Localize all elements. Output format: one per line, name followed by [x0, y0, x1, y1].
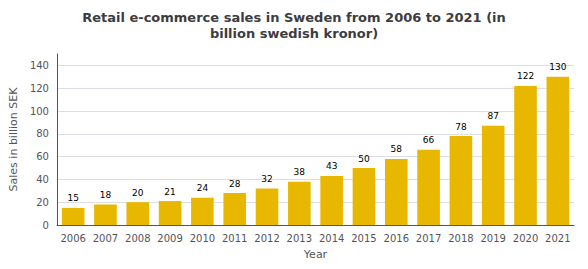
svg-text:2018: 2018: [448, 233, 473, 244]
svg-text:15: 15: [67, 193, 78, 203]
svg-text:66: 66: [423, 135, 435, 145]
svg-text:60: 60: [36, 151, 49, 162]
svg-text:24: 24: [197, 183, 209, 193]
svg-text:122: 122: [517, 71, 534, 81]
svg-text:18: 18: [100, 190, 112, 200]
svg-text:78: 78: [455, 122, 467, 132]
svg-text:43: 43: [326, 161, 337, 171]
svg-text:28: 28: [229, 179, 241, 189]
svg-text:Year: Year: [303, 248, 328, 261]
svg-text:2015: 2015: [351, 233, 376, 244]
svg-text:2014: 2014: [319, 233, 344, 244]
svg-text:20: 20: [132, 188, 144, 198]
svg-text:2021: 2021: [545, 233, 570, 244]
svg-text:2012: 2012: [254, 233, 279, 244]
svg-text:21: 21: [164, 187, 175, 197]
svg-text:87: 87: [487, 111, 498, 121]
svg-text:120: 120: [30, 83, 49, 94]
svg-text:2006: 2006: [60, 233, 85, 244]
svg-text:58: 58: [391, 144, 403, 154]
svg-text:100: 100: [30, 106, 49, 117]
svg-text:2008: 2008: [125, 233, 150, 244]
svg-text:2011: 2011: [222, 233, 247, 244]
svg-text:2007: 2007: [93, 233, 118, 244]
svg-text:80: 80: [36, 128, 49, 139]
svg-text:2019: 2019: [480, 233, 505, 244]
svg-text:2010: 2010: [190, 233, 215, 244]
svg-text:2017: 2017: [416, 233, 441, 244]
svg-text:50: 50: [358, 154, 370, 164]
svg-text:0: 0: [43, 220, 49, 231]
svg-text:2016: 2016: [384, 233, 409, 244]
svg-text:2009: 2009: [157, 233, 182, 244]
svg-text:38: 38: [294, 167, 306, 177]
svg-text:32: 32: [261, 174, 272, 184]
svg-text:2020: 2020: [513, 233, 538, 244]
svg-text:Sales in billion SEK: Sales in billion SEK: [7, 87, 20, 192]
svg-text:2013: 2013: [287, 233, 312, 244]
svg-text:140: 140: [30, 60, 49, 71]
svg-text:130: 130: [549, 62, 566, 72]
svg-text:Retail e-commerce sales in Swe: Retail e-commerce sales in Sweden from 2…: [82, 10, 506, 25]
svg-text:billion swedish kronor): billion swedish kronor): [210, 26, 378, 41]
svg-text:20: 20: [36, 197, 49, 208]
svg-text:40: 40: [36, 174, 49, 185]
